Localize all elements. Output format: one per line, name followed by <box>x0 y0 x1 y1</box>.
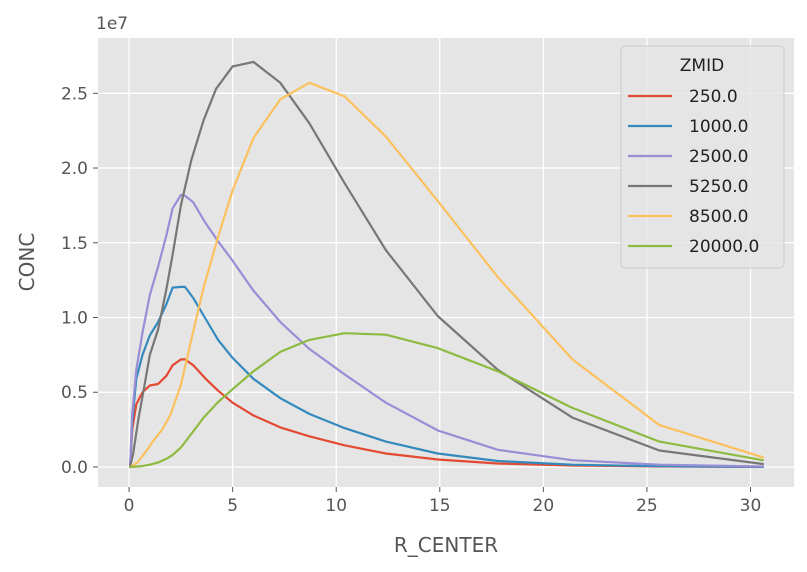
y-axis-label: CONC <box>15 233 39 292</box>
x-axis-ticks: 0 5 10 15 20 25 30 <box>124 487 762 516</box>
y-tick-label: 0.5 <box>61 383 88 403</box>
legend-label-5250.0: 5250.0 <box>689 177 748 197</box>
y-tick-label: 1.5 <box>61 234 88 254</box>
x-tick-label: 20 <box>533 496 555 516</box>
y-tick-label: 0.0 <box>61 458 88 478</box>
x-tick-label: 15 <box>429 496 451 516</box>
series-line-2500.0 <box>129 193 764 469</box>
y-tick-label: 2.0 <box>61 159 88 179</box>
y-tick-label: 2.5 <box>61 84 88 104</box>
x-tick-label: 25 <box>636 496 658 516</box>
legend-items: 250.0 1000.0 2500.0 5250.0 8500.0 20000.0 <box>628 87 759 257</box>
series-line-20000.0 <box>129 332 764 469</box>
series-line-8500.0 <box>129 81 764 469</box>
y-offset-label: 1e7 <box>96 14 128 34</box>
legend: ZMID 250.0 1000.0 2500.0 5250.0 8500.0 20000.… <box>620 45 785 269</box>
legend-label-250.0: 250.0 <box>689 87 738 107</box>
legend-box <box>620 45 785 269</box>
x-tick-label: 0 <box>124 496 135 516</box>
x-tick-label: 10 <box>325 496 347 516</box>
series-line-5250.0 <box>129 60 764 469</box>
series-line-250.0 <box>129 358 764 469</box>
series-line-1000.0 <box>129 285 764 469</box>
legend-label-2500.0: 2500.0 <box>689 147 748 167</box>
x-tick-label: 30 <box>740 496 762 516</box>
series-lines <box>129 60 764 469</box>
legend-label-8500.0: 8500.0 <box>689 207 748 227</box>
x-tick-label: 5 <box>227 496 238 516</box>
y-axis-ticks: 0.0 0.5 1.0 1.5 2.0 2.5 <box>61 84 98 478</box>
legend-label-20000.0: 20000.0 <box>689 237 759 257</box>
y-tick-label: 1.0 <box>61 309 88 329</box>
legend-title: ZMID <box>680 56 724 76</box>
x-axis-label: R_CENTER <box>394 533 498 557</box>
legend-label-1000.0: 1000.0 <box>689 117 748 137</box>
